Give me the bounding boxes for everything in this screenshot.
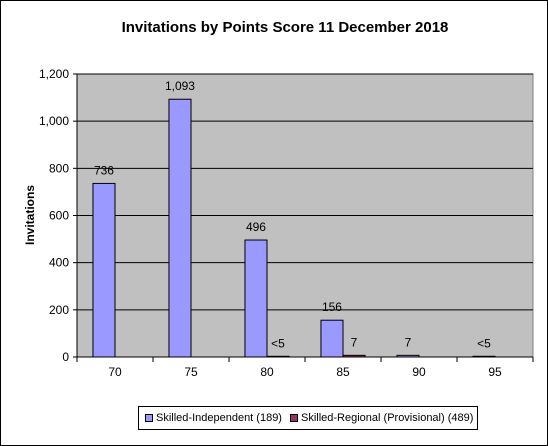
- data-label: <5: [477, 336, 491, 350]
- bar-series-1: [320, 319, 344, 358]
- x-tick-label: 75: [184, 365, 198, 379]
- bar-series-1: [92, 182, 116, 358]
- data-label: 156: [322, 300, 342, 314]
- y-tick-label: 1,000: [39, 114, 69, 128]
- legend-item-series-1: Skilled-Independent (189): [145, 412, 282, 424]
- x-tick-label: 85: [336, 365, 350, 379]
- y-tick-label: 200: [49, 303, 69, 317]
- axes: 0 200 400 600 800 1,000 1,200 70 75 80 85 90 95: [39, 67, 534, 379]
- y-axis-label: Invitations: [23, 185, 37, 245]
- data-label: 1,093: [165, 79, 195, 93]
- x-tick-label: 90: [412, 365, 426, 379]
- data-label: 7: [405, 335, 412, 349]
- bar-series-2: [266, 355, 290, 358]
- y-tick-label: 400: [49, 256, 69, 270]
- legend: Skilled-Independent (189) Skilled-Region…: [138, 406, 478, 430]
- bar-series-2: [342, 354, 366, 358]
- x-tick-label: 70: [108, 365, 122, 379]
- bar-series-1: [396, 354, 420, 358]
- legend-item-series-2: Skilled-Regional (Provisional) (489): [289, 412, 474, 424]
- bars: [92, 98, 496, 358]
- data-labels: 736 1,093 496 <5 156 7 7 <5: [94, 79, 491, 350]
- bar-series-1: [244, 239, 268, 358]
- bar-series-1: [168, 98, 192, 358]
- legend-label-series-1: Skilled-Independent (189): [156, 412, 282, 424]
- y-tick-label: 1,200: [39, 67, 69, 81]
- x-tick-label: 95: [488, 365, 502, 379]
- chart-title: Invitations by Points Score 11 December …: [122, 19, 449, 36]
- y-tick-label: 800: [49, 161, 69, 175]
- legend-label-series-2: Skilled-Regional (Provisional) (489): [300, 412, 474, 424]
- legend-swatch-series-1: [145, 414, 153, 422]
- legend-swatch-series-2: [289, 414, 298, 422]
- data-label: 496: [246, 220, 266, 234]
- data-label: <5: [271, 336, 285, 350]
- x-tick-label: 80: [260, 365, 274, 379]
- bar-series-1: [472, 355, 496, 358]
- y-tick-label: 0: [62, 350, 69, 364]
- y-tick-label: 600: [49, 209, 69, 223]
- gridlines: [77, 73, 533, 311]
- data-label: 7: [351, 335, 358, 349]
- data-label: 736: [94, 163, 114, 177]
